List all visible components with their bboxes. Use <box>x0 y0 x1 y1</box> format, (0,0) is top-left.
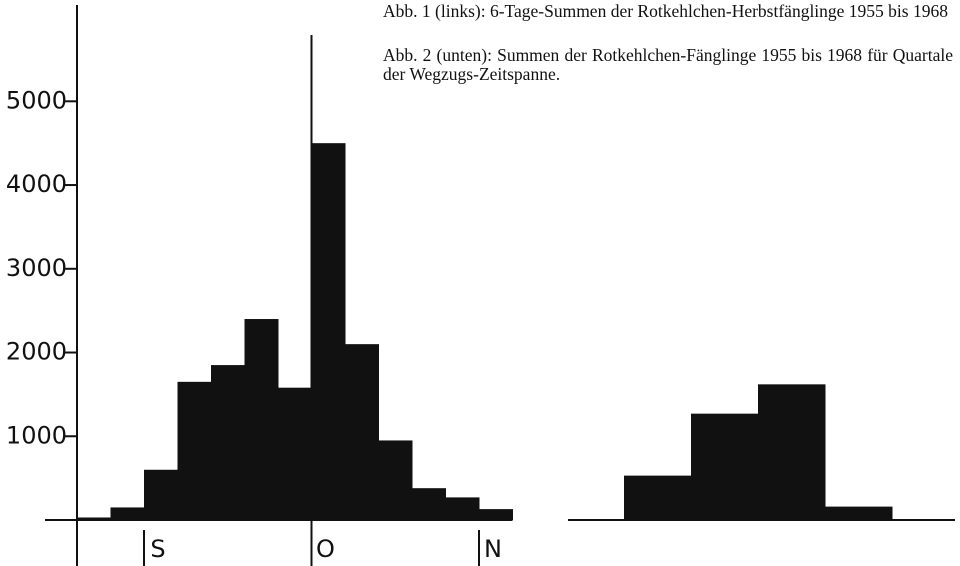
bar <box>445 497 480 520</box>
y-tick-label: 3000 <box>6 254 67 282</box>
y-tick-label: 2000 <box>6 338 67 366</box>
bar <box>110 507 145 520</box>
bar <box>378 440 413 520</box>
bar <box>311 143 346 521</box>
bar <box>691 413 759 520</box>
month-label: S <box>150 535 165 563</box>
bar <box>244 319 279 520</box>
caption-1: Abb. 1 (links): 6-Tage-Summen der Rotkeh… <box>383 1 948 21</box>
month-label: N <box>484 535 502 563</box>
bar <box>825 506 893 520</box>
bar <box>624 475 692 520</box>
bar <box>177 381 212 520</box>
y-tick-label: 1000 <box>6 421 67 449</box>
bar <box>758 384 826 520</box>
bar <box>412 488 446 520</box>
bar <box>144 469 178 520</box>
bar <box>278 387 312 520</box>
bar <box>77 517 111 520</box>
month-label: O <box>316 535 335 563</box>
y-tick-label: 4000 <box>6 170 67 198</box>
bar <box>345 344 379 520</box>
y-tick-label: 5000 <box>6 86 67 114</box>
bar <box>211 365 245 520</box>
bar <box>479 509 513 520</box>
caption-2: Abb. 2 (unten): Summen der Rotkehlchen-F… <box>383 45 953 84</box>
